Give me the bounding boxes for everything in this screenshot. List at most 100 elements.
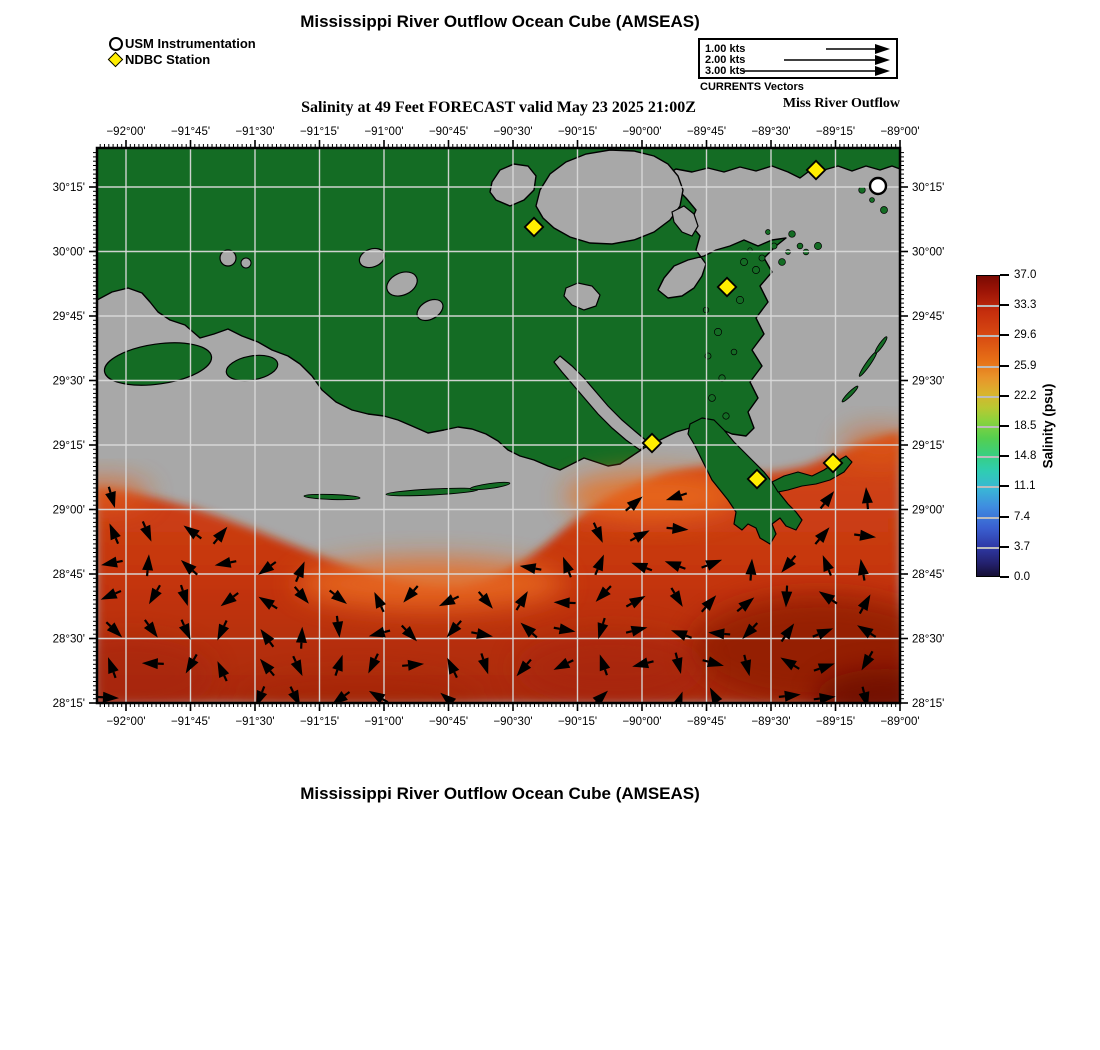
region-label: Miss River Outflow	[782, 96, 900, 111]
colorbar-gridline	[977, 335, 999, 338]
plot-subtitle: Salinity at 49 Feet FORECAST valid May 2…	[301, 99, 696, 116]
current-arrow	[402, 659, 425, 671]
colorbar-tick	[1000, 545, 1009, 548]
colorbar-tick	[1000, 304, 1009, 307]
current-arrow	[368, 626, 391, 638]
colorbar-tick	[1000, 485, 1009, 488]
lon-tick-label: −91°30'	[235, 126, 274, 138]
current-vector-scale-box: 1.00 kts 2.00 kts 3.00 kts	[698, 38, 898, 79]
figure-title: Mississippi River Outflow Ocean Cube (AM…	[300, 12, 700, 31]
lon-tick-label: −89°15'	[816, 126, 855, 138]
islet	[869, 197, 875, 203]
small-lake	[219, 249, 237, 267]
lat-tick-label: 29°00'	[912, 505, 944, 517]
current-arrow	[671, 691, 683, 703]
current-arrow	[745, 558, 757, 581]
current-arrow	[177, 584, 189, 606]
current-arrow	[447, 657, 460, 679]
small-lake	[416, 298, 444, 322]
lat-tick-label: 28°45'	[53, 569, 85, 581]
current-arrow	[438, 594, 460, 607]
current-arrow	[178, 619, 191, 640]
current-arrow	[742, 622, 759, 640]
lat-tick-label: 28°30'	[53, 634, 85, 646]
current-arrow	[514, 591, 528, 611]
lon-tick-label: −90°00'	[622, 126, 661, 138]
islet	[796, 242, 804, 250]
current-arrow	[368, 690, 389, 703]
current-arrow	[519, 563, 542, 575]
islet	[880, 206, 888, 214]
colorbar-gridline	[977, 395, 999, 398]
colorbar-tick	[1000, 364, 1009, 367]
lon-tick-label: −92°00'	[106, 126, 145, 138]
current-arrow	[332, 654, 343, 676]
current-arrow	[562, 556, 574, 578]
current-arrow	[258, 561, 277, 575]
current-arrow	[632, 657, 654, 669]
vector-scale-label: 1.00 kts	[705, 43, 746, 55]
colorbar	[976, 275, 1000, 577]
islet	[778, 258, 786, 266]
colorbar-tick	[1000, 334, 1009, 337]
colorbar-tick-label: 37.0	[1014, 269, 1037, 281]
colorbar-tick-label: 29.6	[1014, 329, 1037, 342]
current-arrow	[599, 654, 611, 676]
current-arrow	[861, 650, 875, 671]
lat-tick-label: 30°15'	[912, 182, 944, 194]
current-arrow	[400, 624, 418, 642]
colorbar-gridline	[977, 426, 999, 428]
current-arrow	[516, 658, 532, 677]
lon-tick-label: −90°00'	[622, 716, 661, 728]
islet	[788, 230, 796, 238]
lat-tick-label: 29°30'	[912, 376, 944, 388]
axis-ticks	[89, 140, 908, 711]
current-arrow	[293, 586, 309, 604]
islet	[765, 229, 771, 235]
current-arrow	[143, 619, 158, 638]
lon-tick-label: −90°30'	[493, 126, 532, 138]
colorbar-tick-label: 3.7	[1014, 540, 1030, 553]
current-arrow	[332, 615, 344, 638]
current-arrow	[814, 527, 830, 545]
current-arrow	[780, 657, 800, 671]
current-arrow	[700, 595, 717, 613]
current-arrow	[293, 561, 305, 583]
ndbc-station-marker	[822, 452, 844, 474]
lat-tick-label: 28°45'	[912, 569, 944, 581]
current-arrow	[818, 591, 838, 605]
islet	[722, 412, 730, 420]
ndbc-legend-label: NDBC Station	[125, 51, 211, 67]
islet	[740, 258, 748, 266]
current-arrow	[812, 628, 834, 640]
current-arrow	[149, 584, 162, 605]
current-arrow	[740, 654, 752, 677]
current-arrow	[597, 617, 609, 640]
current-arrow	[403, 585, 419, 603]
islet	[714, 328, 722, 336]
vector-scale-label: 2.00 kts	[705, 54, 746, 66]
current-arrow	[671, 652, 683, 675]
colorbar-tick	[1000, 515, 1009, 518]
colorbar-tick	[1000, 274, 1009, 276]
current-arrow	[374, 591, 387, 613]
current-arrow	[217, 661, 230, 682]
current-arrow	[180, 559, 198, 576]
current-arrow	[214, 556, 237, 568]
lat-tick-label: 28°30'	[912, 634, 944, 646]
colorbar-tick	[1000, 394, 1009, 397]
lat-tick-label: 30°00'	[912, 247, 944, 259]
current-arrow	[520, 622, 538, 639]
current-arrow	[217, 620, 230, 641]
lon-tick-label: −91°15'	[300, 126, 339, 138]
current-arrow	[778, 690, 801, 702]
current-arrow	[140, 521, 152, 542]
marsh-island	[103, 342, 213, 386]
usm-legend-label: USM Instrumentation	[125, 35, 256, 51]
lat-tick-label: 28°15'	[53, 698, 85, 710]
current-arrow	[813, 693, 836, 703]
small-lake	[240, 257, 252, 269]
islet	[752, 266, 760, 274]
current-arrow	[471, 628, 493, 639]
ndbc-station-marker	[641, 432, 663, 454]
